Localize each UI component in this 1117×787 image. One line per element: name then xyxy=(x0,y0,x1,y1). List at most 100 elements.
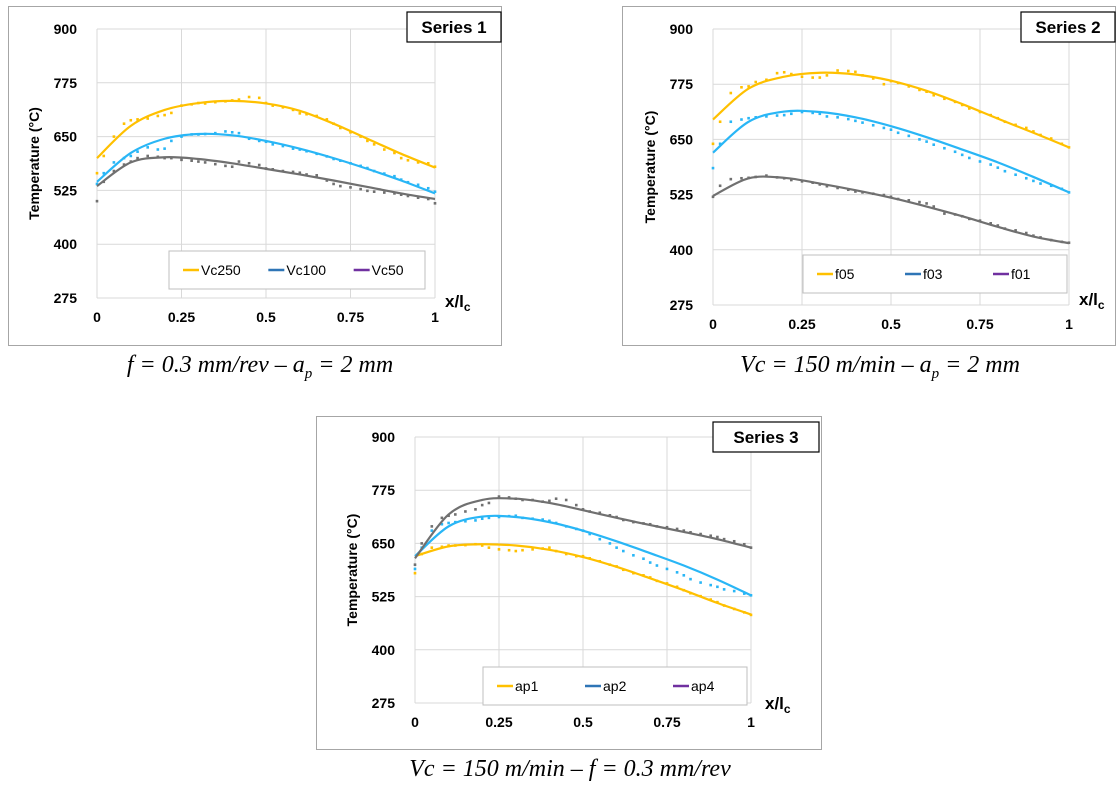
data-point xyxy=(818,76,822,79)
data-point xyxy=(247,95,251,99)
data-point xyxy=(497,495,501,498)
data-point xyxy=(608,542,612,545)
data-point xyxy=(907,134,911,138)
legend: ap1 ap2 ap4 xyxy=(482,666,748,706)
data-point xyxy=(383,148,386,151)
data-point xyxy=(953,150,957,154)
data-point xyxy=(782,113,786,117)
legend-label: ap1 xyxy=(515,678,539,694)
data-point xyxy=(818,112,822,116)
data-point xyxy=(430,546,434,549)
data-point xyxy=(699,532,702,536)
fit-line-f01 xyxy=(712,175,1070,245)
y-tick-label: 275 xyxy=(54,290,78,306)
x-tick-label: 1 xyxy=(1065,316,1073,332)
x-tick-label: 0.5 xyxy=(573,714,593,730)
data-point xyxy=(146,154,149,158)
data-point xyxy=(413,563,417,566)
x-tick-label: 1 xyxy=(747,714,755,730)
data-point xyxy=(339,126,342,130)
data-point xyxy=(359,187,362,191)
legend-label: f05 xyxy=(835,266,855,282)
data-point xyxy=(598,511,602,515)
data-point xyxy=(190,159,193,163)
series-ap1 xyxy=(413,542,753,617)
data-point xyxy=(665,525,669,529)
fit-line-f03 xyxy=(712,109,1070,194)
data-point xyxy=(854,119,857,123)
data-point xyxy=(454,513,457,516)
data-point xyxy=(480,517,484,521)
data-point xyxy=(747,116,750,120)
data-point xyxy=(203,102,207,105)
data-point xyxy=(968,107,971,110)
data-point xyxy=(711,142,715,146)
fit-line-Vc100 xyxy=(96,132,436,195)
data-point xyxy=(989,222,992,225)
data-point xyxy=(846,117,850,121)
data-point xyxy=(281,144,285,148)
data-point xyxy=(1024,176,1028,180)
data-point xyxy=(1032,130,1035,133)
data-point xyxy=(136,156,139,160)
data-point xyxy=(416,196,420,200)
data-point xyxy=(298,112,302,115)
data-point xyxy=(406,158,410,162)
data-point xyxy=(180,158,183,162)
data-point xyxy=(541,518,544,521)
y-axis-label: Temperature (°C) xyxy=(642,111,658,224)
data-point xyxy=(156,148,160,151)
data-point xyxy=(291,170,295,174)
data-point xyxy=(989,163,992,166)
data-point xyxy=(197,160,200,163)
data-point xyxy=(932,93,936,97)
data-point xyxy=(754,80,758,84)
data-point xyxy=(129,118,133,122)
x-axis-label: x/lc xyxy=(1079,290,1105,312)
y-tick-label: 400 xyxy=(54,236,78,252)
data-point xyxy=(433,190,437,193)
data-point xyxy=(889,128,893,131)
data-point xyxy=(1003,169,1007,173)
data-point xyxy=(507,548,511,552)
data-point xyxy=(925,202,928,205)
data-point xyxy=(740,118,743,121)
data-point xyxy=(632,554,635,557)
data-point xyxy=(464,519,467,523)
legend-label: Vc250 xyxy=(201,262,241,278)
data-point xyxy=(825,74,829,77)
data-point xyxy=(315,174,318,177)
data-point xyxy=(960,153,964,157)
data-point xyxy=(732,539,736,543)
caption-series-3: Vc = 150 m/min – f = 0.3 mm/rev xyxy=(409,756,731,782)
y-tick-label: 525 xyxy=(372,589,396,605)
data-point xyxy=(257,139,261,143)
data-point xyxy=(564,498,568,502)
data-point xyxy=(742,592,746,595)
data-point xyxy=(548,546,551,549)
data-point xyxy=(447,521,450,525)
data-point xyxy=(718,142,722,146)
data-point xyxy=(464,510,467,513)
y-tick-label: 525 xyxy=(670,187,694,203)
chart-title: Series 1 xyxy=(421,18,486,37)
x-tick-label: 0 xyxy=(93,309,101,325)
data-point xyxy=(480,544,484,547)
data-point xyxy=(474,519,477,522)
data-point xyxy=(366,139,369,143)
data-point xyxy=(440,522,444,526)
data-point xyxy=(531,548,534,551)
x-tick-label: 0 xyxy=(709,316,717,332)
data-point xyxy=(722,588,726,591)
data-point xyxy=(112,169,116,173)
data-point xyxy=(224,130,227,133)
x-tick-label: 0.75 xyxy=(966,316,993,332)
y-tick-label: 775 xyxy=(670,76,694,92)
data-point xyxy=(393,192,396,195)
data-point xyxy=(487,546,491,549)
series-f05 xyxy=(711,69,1071,149)
data-point xyxy=(406,194,410,198)
data-point xyxy=(305,173,308,176)
series-f03 xyxy=(711,109,1071,194)
data-point xyxy=(1032,179,1035,183)
